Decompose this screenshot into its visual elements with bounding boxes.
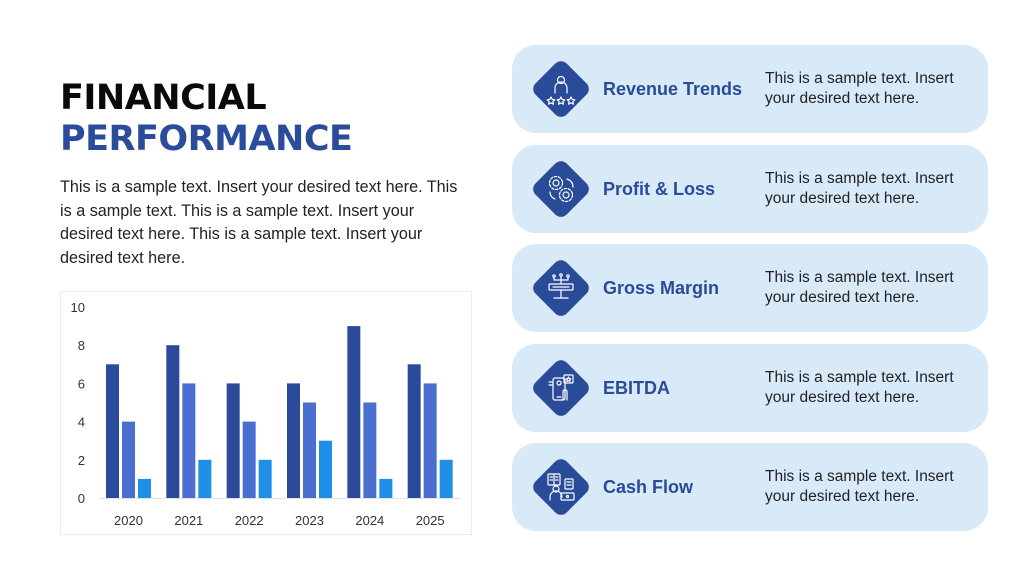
y-tick-label: 8 (78, 338, 85, 353)
x-tick-label: 2022 (235, 513, 264, 528)
intro-paragraph: This is a sample text. Insert your desir… (60, 178, 458, 267)
card-label: Gross Margin (603, 278, 720, 298)
x-tick-label: 2024 (355, 513, 384, 528)
bar-2022-3 (258, 459, 272, 498)
title-line-2: PERFORMANCE (60, 119, 353, 159)
bar-2023-3 (319, 440, 332, 498)
icon-badge (529, 455, 593, 519)
bar-2025-1 (407, 364, 421, 498)
card-label: Profit & Loss (603, 178, 716, 199)
x-tick-label: 2023 (295, 513, 324, 528)
bar-2023-2 (303, 402, 316, 498)
x-tick-label: 2020 (114, 513, 143, 528)
card-revenue-trends: Revenue Trends This is a sample text. Ins… (512, 45, 988, 133)
card-label: EBITDA (603, 377, 670, 398)
y-tick-label: 0 (78, 491, 85, 506)
bar-chart: 0 2 4 6 8 10 2020 2021 2022 2023 2024 2025 (60, 291, 472, 535)
person-laptop-document-icon (547, 473, 575, 501)
x-tick-label: 2025 (416, 513, 445, 528)
y-tick-label: 10 (71, 300, 85, 315)
icon-badge (529, 356, 593, 420)
card-label: Cash Flow (603, 477, 694, 497)
x-tick-label: 2021 (174, 513, 203, 528)
y-tick-label: 2 (78, 453, 85, 468)
bar-2022-2 (242, 421, 256, 498)
icon-badge (529, 57, 593, 121)
card-description: This is a sample text. Insert your desir… (765, 269, 954, 306)
gears-icon (548, 175, 574, 202)
bar-2024-3 (379, 478, 393, 498)
mobile-review-icon (548, 373, 574, 401)
bar-2020-2 (122, 421, 135, 498)
title-line-1: FINANCIAL (60, 78, 267, 118)
card-gross-margin: Gross Margin This is a sample text. Inser… (512, 244, 988, 332)
card-ebitda: EBITDA This is a sample text. Insert your… (512, 343, 988, 432)
card-profit-loss: Profit & Loss This is a sample text. Inse… (512, 144, 988, 233)
icon-badge (529, 256, 593, 320)
bar-2025-2 (423, 383, 437, 498)
card-description: This is a sample text. Insert your desir… (765, 468, 954, 505)
bar-2024-1 (347, 326, 361, 498)
bar-2021-2 (182, 383, 196, 498)
card-description: This is a sample text. Insert your desir… (765, 169, 954, 207)
icon-badge (529, 157, 593, 221)
card-label: Revenue Trends (603, 79, 743, 99)
bar-2020-1 (106, 364, 119, 498)
card-cash-flow: Cash Flow This is a sample text. Insert y… (512, 443, 988, 531)
bar-2022-1 (226, 383, 240, 498)
bar-2021-1 (166, 345, 180, 498)
person-rating-stars-icon (546, 75, 576, 105)
y-tick-label: 6 (78, 376, 85, 391)
bar-2023-1 (287, 383, 300, 498)
network-server-icon (548, 273, 574, 299)
bar-2024-2 (363, 402, 377, 498)
bar-chart-svg: 0 2 4 6 8 10 2020 2021 2022 2023 2024 2025 (71, 300, 461, 528)
bar-2020-3 (138, 478, 151, 498)
card-description: This is a sample text. Insert your desir… (765, 368, 954, 406)
y-tick-label: 4 (78, 415, 85, 430)
bar-2021-3 (198, 459, 212, 498)
bar-2025-3 (439, 459, 453, 498)
card-description: This is a sample text. Insert your desir… (765, 70, 954, 107)
